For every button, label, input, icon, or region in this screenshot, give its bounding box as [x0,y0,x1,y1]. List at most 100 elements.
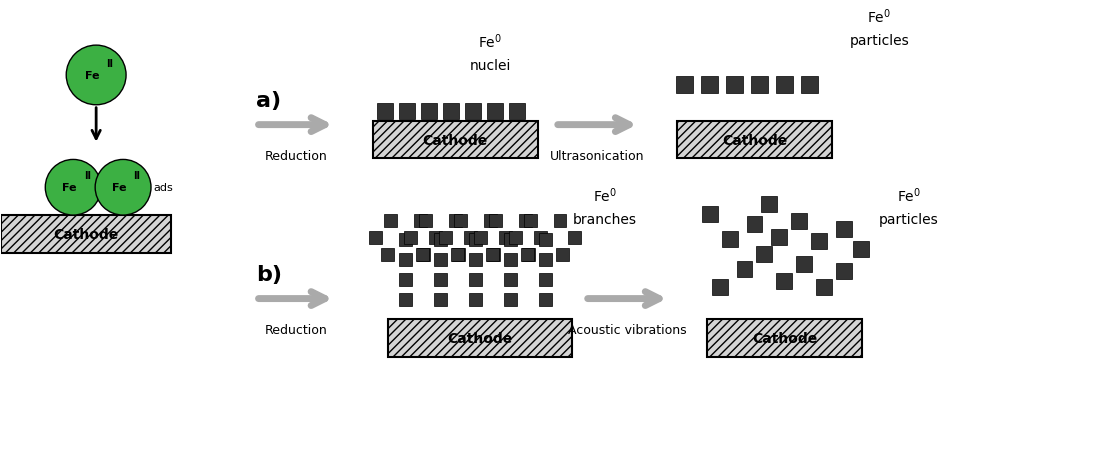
Bar [811,234,827,249]
Bar [369,232,382,245]
Text: Reduction: Reduction [265,150,327,163]
Text: Cathode: Cathode [722,133,787,147]
Text: a): a) [256,90,281,111]
Bar [776,77,793,94]
Text: Reduction: Reduction [265,324,327,337]
Text: Acoustic vibrations: Acoustic vibrations [568,324,686,337]
Bar [434,234,447,247]
Bar [853,241,869,257]
Bar [404,232,417,245]
Bar [399,293,412,306]
Bar [422,104,437,119]
Bar [452,249,465,262]
Bar [486,249,498,262]
Text: ads: ads [153,183,173,193]
Bar [520,249,534,262]
Text: Cathode: Cathode [53,228,118,241]
Bar [487,249,499,262]
Text: Fe: Fe [112,183,126,193]
Bar [384,214,397,227]
Bar [381,249,394,262]
Bar [676,77,693,94]
Bar [443,104,459,119]
Bar [776,273,793,289]
Bar [418,214,432,227]
Bar [756,246,773,262]
Bar [569,232,581,245]
Bar [538,274,551,286]
Text: nuclei: nuclei [469,59,510,73]
Bar [399,274,412,286]
Bar [484,214,497,227]
Text: II: II [84,171,91,181]
Bar [465,104,482,119]
Bar [399,254,412,267]
Bar [474,232,487,245]
Text: b): b) [256,264,282,284]
Bar [373,121,538,159]
Bar [417,249,430,262]
Text: Cathode: Cathode [423,133,488,147]
Bar [524,214,537,227]
Bar [534,232,547,245]
Circle shape [95,160,151,216]
Bar [468,274,482,286]
Bar [399,234,412,247]
Bar [746,217,763,232]
Bar [702,207,717,223]
Circle shape [66,46,126,106]
Circle shape [45,160,101,216]
Bar [836,222,852,237]
Bar [377,104,393,119]
Bar [722,231,737,247]
Bar [387,320,572,358]
Text: Fe$^0$: Fe$^0$ [478,33,503,51]
Bar [538,234,551,247]
Bar [434,274,447,286]
Bar [468,234,482,247]
Bar [762,197,777,213]
Bar [792,213,807,230]
Bar [468,293,482,306]
Text: Fe: Fe [62,183,76,193]
Text: Fe: Fe [85,71,100,81]
Bar [488,214,501,227]
Bar [438,232,452,245]
Bar [428,232,442,245]
Text: Fe$^0$: Fe$^0$ [867,8,891,26]
Text: Cathode: Cathode [752,331,817,346]
Bar [521,249,535,262]
Bar [701,77,718,94]
Bar [508,232,521,245]
Bar [772,230,787,246]
Bar [736,261,753,277]
Bar [726,77,743,94]
Text: particles: particles [879,213,939,227]
Text: Cathode: Cathode [447,331,513,346]
Bar [509,104,525,119]
Bar [468,254,482,267]
Bar [677,121,831,159]
Bar [434,293,447,306]
Bar [454,214,467,227]
Bar [538,254,551,267]
Bar [796,256,813,272]
Bar [451,249,464,262]
Text: II: II [134,171,141,181]
Bar [498,232,511,245]
Bar [464,232,477,245]
Bar [504,234,517,247]
Bar [707,320,861,358]
Bar [836,263,852,279]
Text: Fe$^0$: Fe$^0$ [897,186,921,205]
Text: Fe$^0$: Fe$^0$ [592,186,617,205]
Bar [504,293,517,306]
Text: II: II [106,59,114,69]
Bar [414,214,427,227]
Bar [1,216,170,253]
Bar [751,77,768,94]
Bar [448,214,462,227]
Bar [816,279,832,295]
Bar [800,77,818,94]
Bar [487,104,503,119]
